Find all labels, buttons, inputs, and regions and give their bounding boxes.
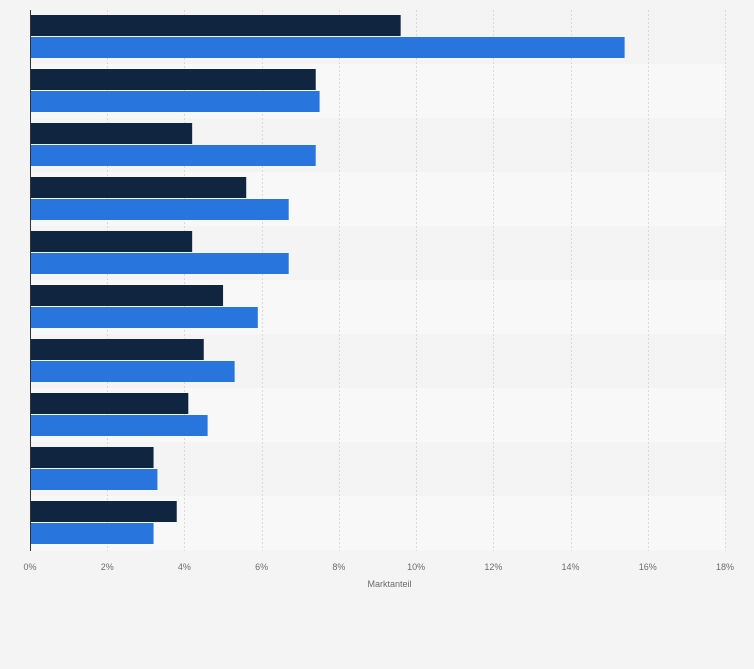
bar-series-1-row-8[interactable] bbox=[30, 393, 189, 414]
x-tick-label: 12% bbox=[484, 562, 502, 572]
bar-series-2-row-6[interactable] bbox=[30, 307, 258, 328]
bar-series-2-row-4[interactable] bbox=[30, 199, 289, 220]
bar-series-2-row-7[interactable] bbox=[30, 361, 235, 382]
bar-series-2-row-3[interactable] bbox=[30, 145, 316, 166]
bar-series-1-row-3[interactable] bbox=[30, 123, 193, 144]
bar-series-1-row-6[interactable] bbox=[30, 285, 224, 306]
x-tick-label: 0% bbox=[23, 562, 36, 572]
bar-series-1-row-1[interactable] bbox=[30, 15, 401, 36]
x-tick-label: 18% bbox=[716, 562, 734, 572]
bar-series-2-row-2[interactable] bbox=[30, 91, 320, 112]
x-tick-label: 16% bbox=[639, 562, 657, 572]
bar-series-1-row-2[interactable] bbox=[30, 69, 316, 90]
bar-series-1-row-5[interactable] bbox=[30, 231, 193, 252]
x-tick-label: 4% bbox=[178, 562, 191, 572]
bar-series-2-row-10[interactable] bbox=[30, 523, 154, 544]
x-tick-labels: 0% 2% 4% 6% 8% 10% 12% 14% 16% 18% bbox=[23, 562, 734, 572]
x-tick-label: 2% bbox=[101, 562, 114, 572]
bar-series-1-row-7[interactable] bbox=[30, 339, 204, 360]
bar-series-2-row-9[interactable] bbox=[30, 469, 158, 490]
bar-series-2-row-5[interactable] bbox=[30, 253, 289, 274]
bar-series-1-row-9[interactable] bbox=[30, 447, 154, 468]
x-axis-title: Marktanteil bbox=[367, 579, 411, 589]
bar-series-2-row-8[interactable] bbox=[30, 415, 208, 436]
bar-series-1-row-10[interactable] bbox=[30, 501, 177, 522]
bar-series-1-row-4[interactable] bbox=[30, 177, 247, 198]
x-tick-label: 8% bbox=[332, 562, 345, 572]
x-tick-label: 14% bbox=[562, 562, 580, 572]
bars bbox=[30, 15, 625, 544]
x-tick-label: 10% bbox=[407, 562, 425, 572]
x-tick-label: 6% bbox=[255, 562, 268, 572]
bar-series-2-row-1[interactable] bbox=[30, 37, 625, 58]
